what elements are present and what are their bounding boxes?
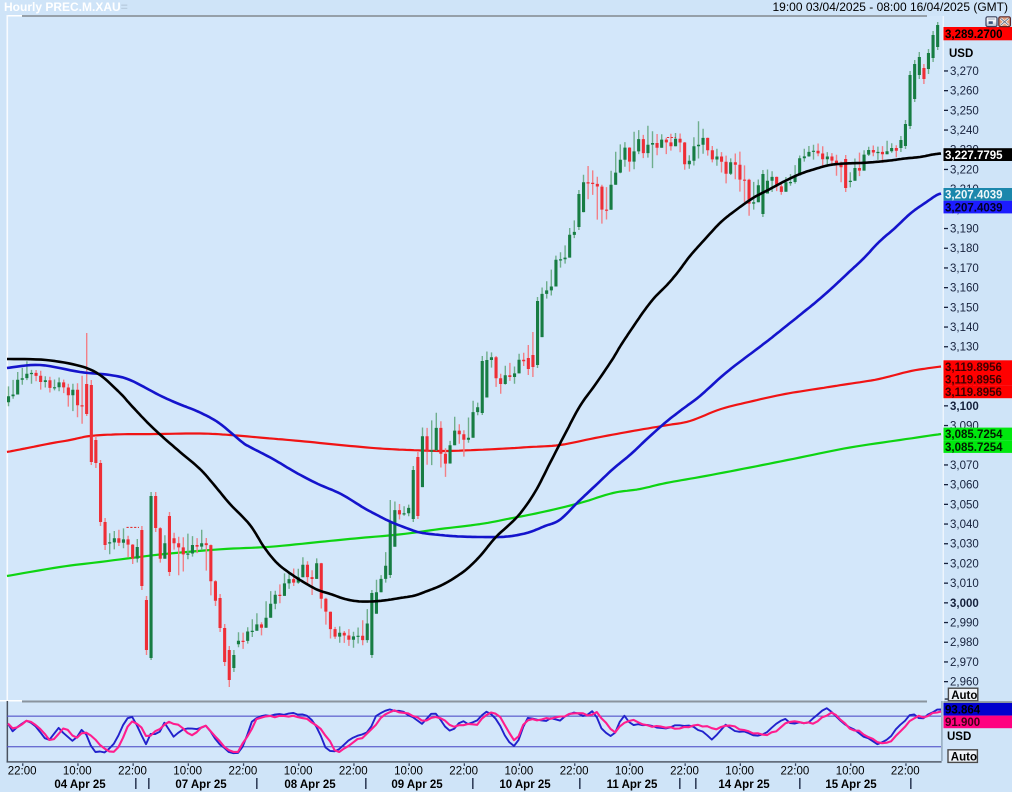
svg-text:10:00: 10:00	[836, 766, 865, 778]
svg-text:3,227.7795: 3,227.7795	[945, 150, 1003, 162]
svg-text:10:00: 10:00	[505, 766, 534, 778]
svg-text:3,010: 3,010	[950, 578, 979, 590]
svg-text:11 Apr 25: 11 Apr 25	[607, 779, 658, 791]
svg-text:2,970: 2,970	[950, 657, 979, 669]
svg-text:22:00: 22:00	[449, 766, 478, 778]
svg-text:3,250: 3,250	[950, 105, 979, 117]
svg-text:3,085.7254: 3,085.7254	[945, 429, 1003, 441]
svg-text:3,020: 3,020	[950, 558, 979, 570]
svg-text:3,040: 3,040	[950, 519, 979, 531]
svg-text:3,119.8956: 3,119.8956	[945, 387, 1002, 399]
svg-text:22:00: 22:00	[560, 766, 589, 778]
svg-text:08 Apr 25: 08 Apr 25	[284, 779, 336, 791]
svg-text:Hourly PREC.M.XAU=: Hourly PREC.M.XAU=	[4, 0, 128, 14]
svg-text:USD: USD	[949, 48, 973, 60]
svg-text:14 Apr 25: 14 Apr 25	[718, 779, 770, 791]
svg-text:10:00: 10:00	[725, 766, 754, 778]
svg-text:3,119.8956: 3,119.8956	[945, 362, 1002, 374]
svg-text:Auto: Auto	[951, 751, 977, 763]
svg-text:19:00 03/04/2025 - 08:00 16/04: 19:00 03/04/2025 - 08:00 16/04/2025 (GMT…	[773, 0, 1009, 14]
svg-text:3,000: 3,000	[950, 598, 979, 610]
svg-text:22:00: 22:00	[891, 766, 920, 778]
svg-text:3,207.4039: 3,207.4039	[945, 190, 1003, 202]
svg-text:2,960: 2,960	[950, 677, 979, 689]
svg-text:2,980: 2,980	[950, 637, 979, 649]
svg-text:3,050: 3,050	[950, 499, 979, 511]
svg-text:3,100: 3,100	[950, 401, 979, 413]
svg-text:09 Apr 25: 09 Apr 25	[391, 779, 443, 791]
svg-text:3,270: 3,270	[950, 66, 979, 78]
svg-text:3,289.2700: 3,289.2700	[945, 29, 1003, 41]
svg-text:10:00: 10:00	[615, 766, 644, 778]
svg-text:04 Apr 25: 04 Apr 25	[54, 779, 106, 791]
svg-text:3,085.7254: 3,085.7254	[945, 442, 1003, 454]
svg-text:2,990: 2,990	[950, 618, 979, 630]
svg-text:10:00: 10:00	[394, 766, 423, 778]
svg-text:22:00: 22:00	[339, 766, 368, 778]
svg-text:3,190: 3,190	[950, 224, 979, 236]
svg-text:3,260: 3,260	[950, 86, 979, 98]
svg-text:93.864: 93.864	[945, 705, 981, 717]
svg-text:3,160: 3,160	[950, 283, 979, 295]
svg-text:3,150: 3,150	[950, 302, 979, 314]
svg-text:10:00: 10:00	[284, 766, 313, 778]
svg-text:3,119.8956: 3,119.8956	[945, 375, 1002, 387]
svg-text:3,170: 3,170	[950, 263, 979, 275]
svg-text:3,060: 3,060	[950, 480, 979, 492]
svg-text:10:00: 10:00	[173, 766, 202, 778]
svg-text:22:00: 22:00	[781, 766, 810, 778]
svg-text:22:00: 22:00	[229, 766, 258, 778]
svg-text:3,240: 3,240	[950, 125, 979, 137]
svg-text:10:00: 10:00	[63, 766, 92, 778]
svg-text:3,130: 3,130	[950, 342, 979, 354]
svg-text:07 Apr 25: 07 Apr 25	[175, 779, 227, 791]
svg-text:10 Apr 25: 10 Apr 25	[499, 779, 551, 791]
svg-text:22:00: 22:00	[670, 766, 699, 778]
svg-text:USD: USD	[947, 731, 971, 743]
svg-text:3,030: 3,030	[950, 539, 979, 551]
svg-text:Auto: Auto	[951, 690, 977, 702]
svg-text:3,140: 3,140	[950, 322, 979, 334]
svg-text:3,220: 3,220	[950, 164, 979, 176]
svg-text:15 Apr 25: 15 Apr 25	[825, 779, 877, 791]
svg-text:3,070: 3,070	[950, 460, 979, 472]
svg-text:91.900: 91.900	[945, 717, 980, 729]
svg-text:22:00: 22:00	[118, 766, 147, 778]
svg-text:22:00: 22:00	[8, 766, 37, 778]
svg-text:3,180: 3,180	[950, 243, 979, 255]
svg-text:3,207.4039: 3,207.4039	[945, 202, 1003, 214]
